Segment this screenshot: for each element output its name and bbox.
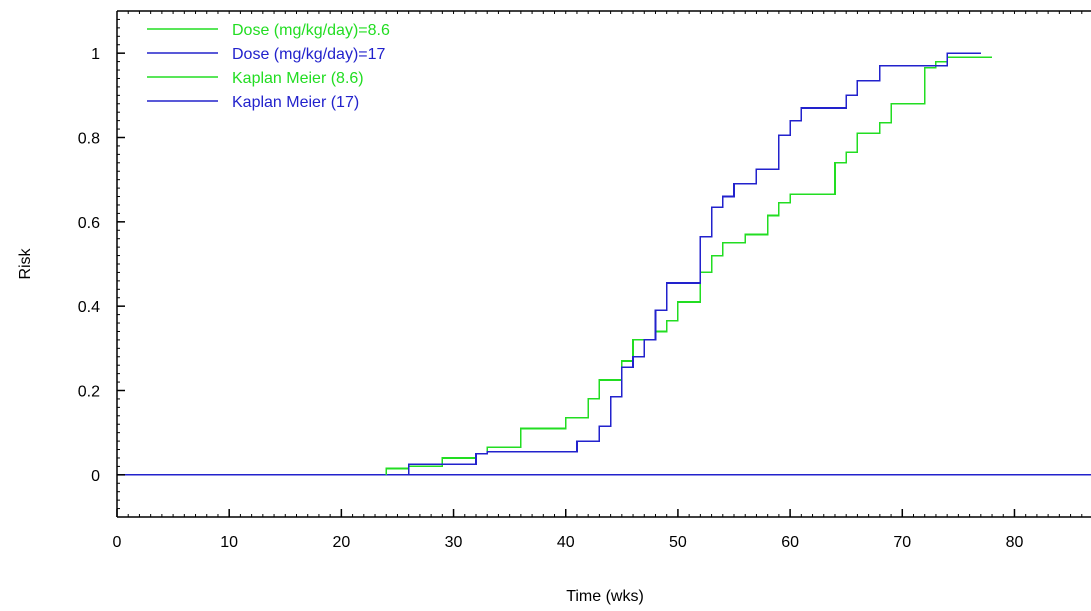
- x-axis: 0 10 20 30 40 50 60 70 80: [113, 509, 1024, 551]
- series-layer: [117, 52, 1091, 476]
- plot-frame: [116, 10, 1091, 518]
- x-tick-label: 80: [1006, 534, 1024, 551]
- y-axis-label: Risk: [17, 247, 34, 279]
- x-tick-label: 30: [445, 534, 463, 551]
- legend-label-4: Kaplan Meier (17): [232, 94, 359, 111]
- x-tick-label: 0: [113, 534, 122, 551]
- x-tick-label: 40: [557, 534, 575, 551]
- y-tick-label: 1: [91, 46, 100, 63]
- plot-area: [117, 11, 1091, 517]
- legend-label-2: Dose (mg/kg/day)=17: [232, 46, 386, 63]
- x-tick-label: 10: [220, 534, 238, 551]
- x-tick-label: 60: [781, 534, 799, 551]
- x-tick-label: 70: [893, 534, 911, 551]
- y-tick-label: 0: [91, 468, 100, 485]
- y-axis: 0 0.2 0.4 0.6 0.8 1: [78, 46, 125, 485]
- y-tick-label: 0.4: [78, 299, 100, 316]
- x-tick-label: 50: [669, 534, 687, 551]
- series-line-4: [407, 52, 981, 475]
- y-tick-label: 0.8: [78, 131, 100, 148]
- x-axis-label: Time (wks): [566, 588, 644, 605]
- legend-label-1: Dose (mg/kg/day)=8.6: [232, 22, 390, 39]
- legend-label-3: Kaplan Meier (8.6): [232, 70, 364, 87]
- legend: Dose (mg/kg/day)=8.6 Dose (mg/kg/day)=17 K…: [147, 22, 390, 111]
- x-tick-label: 20: [332, 534, 350, 551]
- y-tick-label: 0.6: [78, 215, 100, 232]
- y-tick-label: 0.2: [78, 384, 100, 401]
